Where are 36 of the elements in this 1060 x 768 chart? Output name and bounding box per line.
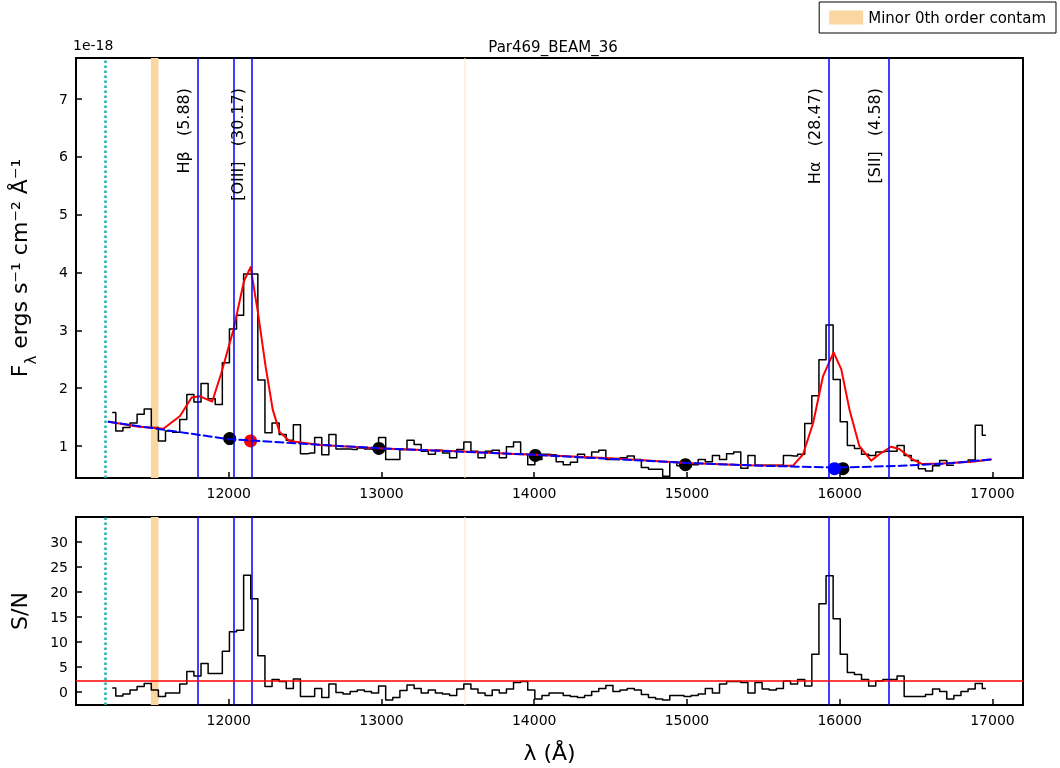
y-tick-label: 3 [59, 322, 68, 339]
x-tick-label: 14000 [511, 712, 557, 728]
y-tick-label: 1 [59, 438, 68, 455]
y-tick-label: 7 [59, 90, 68, 107]
text: 1e-18 [73, 37, 114, 53]
x-tick-label: 13000 [359, 485, 404, 501]
y-axis-title: Fλ ergs s⁻¹ cm⁻² Å⁻¹ [5, 158, 40, 378]
x-tick-label: 13000 [359, 712, 404, 728]
x-tick-label: 17000 [970, 712, 1015, 728]
y-tick-label: 20 [50, 583, 68, 600]
y-tick-label: 4 [59, 264, 69, 281]
y-tick-label: 5 [59, 658, 68, 675]
y-tick-label: 30 [50, 533, 68, 550]
y-tick-label: 25 [50, 558, 68, 575]
x-tick-label: 12000 [206, 712, 252, 728]
y-tick-label: 0 [59, 683, 68, 700]
ref-line-label: Hβ (5.88) [174, 88, 194, 174]
ref-line-label: Hα (28.47) [805, 88, 825, 185]
x-tick-label: 16000 [817, 485, 862, 501]
ref-line-label: [OIII] (30.17) [228, 88, 248, 201]
x-tick-label: 17000 [970, 485, 1015, 501]
x-tick-label: 15000 [664, 485, 710, 501]
x-tick-label: 14000 [511, 485, 557, 501]
ref-line-label: [SII] (4.58) [864, 88, 884, 184]
x-tick-label: 16000 [817, 712, 862, 728]
chart-title: Par469_BEAM_36 [488, 37, 618, 57]
y-tick-label: 2 [59, 380, 68, 397]
x-tick-label: 12000 [206, 485, 252, 501]
y-tick-label: 5 [59, 206, 68, 223]
y-tick-label: 15 [50, 608, 68, 625]
x-tick-label: 15000 [664, 712, 710, 728]
y-tick-label: 6 [59, 148, 69, 165]
y-axis-title: S/N [6, 592, 32, 630]
legend-label: Minor 0th order contam [868, 8, 1046, 27]
x-axis-title: λ (Å) [523, 738, 576, 765]
y-tick-label: 10 [50, 633, 68, 650]
